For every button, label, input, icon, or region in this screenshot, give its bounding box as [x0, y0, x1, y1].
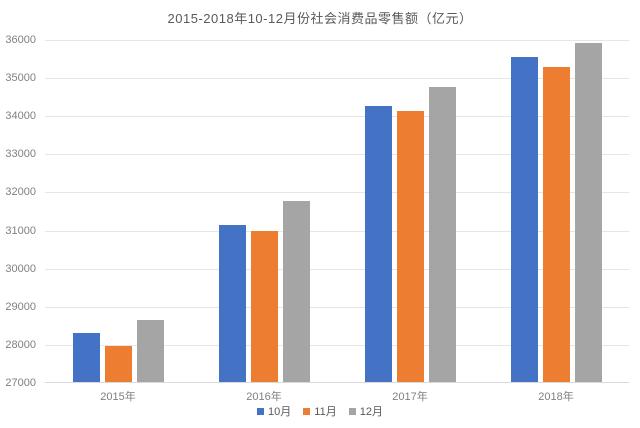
x-axis-label: 2015年	[100, 391, 136, 403]
legend-label: 12月	[359, 406, 383, 418]
gridline	[45, 116, 629, 118]
x-axis-label: 2017年	[392, 391, 428, 403]
legend-item: 10月	[257, 403, 291, 419]
y-axis-label: 36000	[5, 34, 36, 46]
bar	[250, 231, 278, 382]
y-axis-label: 33000	[5, 148, 36, 161]
bar	[282, 200, 310, 382]
gridline	[45, 306, 629, 308]
x-axis-line	[45, 382, 629, 383]
bar	[136, 319, 164, 382]
legend: 10月 11月 12月	[0, 403, 640, 419]
legend-item: 12月	[348, 403, 383, 419]
gridline	[45, 78, 629, 80]
y-axis-label: 32000	[5, 186, 36, 199]
bar	[428, 87, 456, 382]
legend-label: 11月	[314, 406, 337, 418]
legend-swatch	[257, 407, 265, 415]
bar	[510, 56, 538, 382]
bar	[396, 111, 424, 382]
y-axis-label: 34000	[5, 110, 36, 123]
bar	[542, 67, 570, 382]
bar-group	[72, 39, 164, 382]
legend-label: 10月	[268, 406, 292, 418]
plot-area	[45, 40, 629, 383]
bar	[364, 106, 392, 382]
gridline	[45, 344, 629, 346]
x-axis-label: 2018年	[538, 391, 574, 403]
y-axis-label: 30000	[5, 262, 36, 275]
y-axis-label: 27000	[5, 377, 36, 389]
legend-swatch	[348, 407, 356, 415]
y-axis-label: 28000	[5, 338, 36, 351]
bar	[574, 43, 602, 382]
bar-group	[364, 39, 456, 382]
gridline	[45, 40, 629, 41]
gridline	[45, 154, 629, 156]
bar-group	[510, 39, 602, 382]
y-axis-label: 35000	[5, 72, 36, 85]
bar	[218, 225, 246, 382]
y-axis-label: 31000	[5, 224, 36, 237]
bar	[72, 333, 100, 382]
chart-title: 2015-2018年10-12月份社会消费品零售额（亿元）	[167, 11, 473, 26]
legend-item: 11月	[303, 403, 337, 419]
gridline	[45, 268, 629, 270]
x-axis-label: 2016年	[246, 391, 282, 403]
gridline	[45, 192, 629, 194]
bar-group	[218, 39, 310, 382]
legend-swatch	[303, 407, 311, 415]
bar	[104, 346, 132, 382]
gridline	[45, 230, 629, 232]
y-axis-label: 29000	[5, 300, 36, 313]
